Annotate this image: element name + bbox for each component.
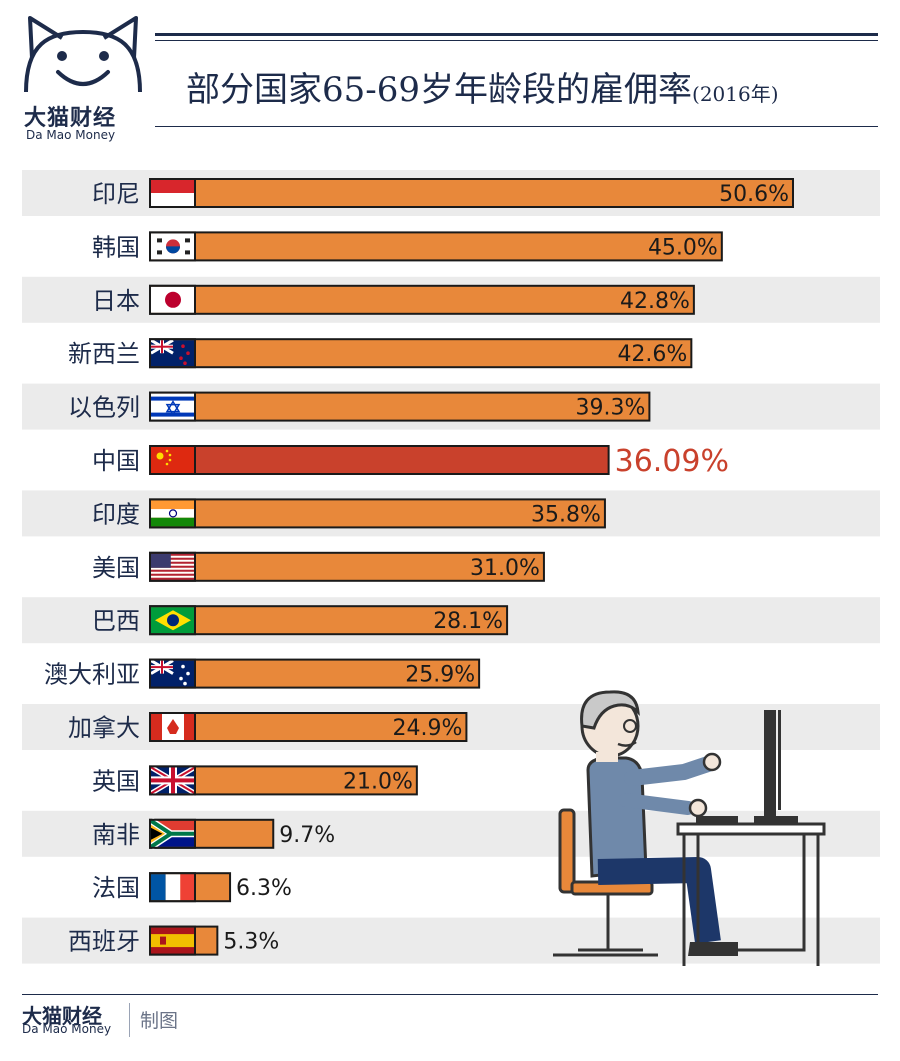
- chart-title-main: 部分国家65-69岁年龄段的雇佣率: [186, 70, 693, 110]
- bar: [149, 445, 610, 475]
- flag-france-icon: [149, 872, 196, 903]
- header: 大猫财经 Da Mao Money 部分国家65-69岁年龄段的雇佣率(2016…: [0, 0, 900, 150]
- value-label: 45.0%: [648, 235, 718, 260]
- flag-israel-icon: [149, 391, 196, 422]
- cat-logo-icon: [24, 16, 142, 93]
- title-rule-top-thin: [155, 40, 878, 41]
- bar-row: 美国 31.0%: [92, 551, 545, 582]
- bar-row: 巴西 28.1%: [22, 597, 880, 644]
- value-label: 28.1%: [433, 609, 503, 634]
- value-label: 9.7%: [279, 823, 335, 848]
- chart-subtitle: (2016年): [692, 82, 779, 106]
- bar: [149, 605, 509, 636]
- value-label: 50.6%: [719, 182, 789, 207]
- value-label: 35.8%: [531, 502, 601, 527]
- category-label: 法国: [92, 874, 140, 902]
- footer-rule: [22, 994, 878, 995]
- flag-spain-icon: [149, 925, 196, 956]
- footer-brand-cn: 大猫财经: [22, 1004, 102, 1028]
- flag-india-icon: [149, 498, 196, 529]
- bar-row: 日本 42.8%: [22, 276, 880, 323]
- brand-name-en: Da Mao Money: [26, 128, 116, 142]
- bar: [149, 338, 693, 369]
- value-label: 42.8%: [620, 289, 690, 314]
- value-label: 31.0%: [470, 556, 540, 581]
- bar-row: 英国 21.0%: [92, 765, 418, 796]
- category-label: 中国: [92, 447, 140, 475]
- bar-row: 印尼 50.6%: [22, 170, 880, 216]
- category-label: 澳大利亚: [44, 661, 140, 689]
- footer-note: 制图: [140, 1010, 179, 1032]
- bar-row: 法国 6.3%: [92, 872, 292, 903]
- elderly-worker-illustration: [553, 690, 826, 966]
- value-label: 36.09%: [615, 444, 729, 479]
- category-label: 日本: [92, 287, 140, 315]
- category-label: 南非: [92, 821, 140, 849]
- title-rule-top: [155, 33, 878, 36]
- category-label: 印尼: [92, 180, 140, 208]
- chart-title: 部分国家65-69岁年龄段的雇佣率(2016年): [186, 62, 779, 111]
- flag-korea-icon: [149, 231, 196, 262]
- bar-row: 中国 36.09%: [92, 444, 729, 479]
- flag-new-zealand-icon: [149, 338, 196, 369]
- bar-row: 澳大利亚 25.9%: [44, 658, 481, 689]
- category-label: 加拿大: [68, 714, 140, 742]
- footer-brand-en: Da Mao Money: [22, 1022, 112, 1036]
- bar-chart: 印尼 50.6% 韩国 45.0% 日本 42.8% 新西兰 42.6% 以色列 39.3% 中国 3…: [22, 170, 880, 964]
- category-label: 美国: [92, 554, 140, 582]
- bar: [149, 231, 723, 262]
- category-label: 韩国: [92, 233, 140, 261]
- category-label: 西班牙: [68, 928, 140, 956]
- flag-indonesia-icon: [149, 178, 196, 208]
- bar: [149, 284, 695, 315]
- value-label: 5.3%: [223, 930, 279, 955]
- bar: [149, 178, 794, 208]
- category-label: 英国: [92, 767, 140, 795]
- flag-usa-icon: [149, 551, 196, 582]
- value-label: 42.6%: [617, 342, 687, 367]
- bar-row: 印度 35.8%: [22, 490, 880, 537]
- flag-canada-icon: [149, 712, 196, 742]
- category-label: 以色列: [68, 394, 140, 422]
- title-rule-bottom: [155, 126, 878, 127]
- value-label: 39.3%: [576, 396, 646, 421]
- bar: [149, 391, 651, 422]
- bar-row: 韩国 45.0%: [92, 231, 723, 262]
- category-label: 巴西: [92, 607, 140, 635]
- flag-south-africa-icon: [149, 817, 196, 850]
- flag-japan-icon: [149, 284, 196, 315]
- category-label: 印度: [92, 500, 140, 528]
- bar-row: 新西兰 42.6%: [68, 338, 693, 369]
- flag-uk-icon: [149, 765, 197, 796]
- bar-row: 以色列 39.3%: [22, 383, 880, 430]
- flag-australia-icon: [149, 658, 196, 689]
- footer-divider: [129, 1003, 130, 1037]
- value-label: 25.9%: [405, 663, 475, 688]
- bar: [149, 498, 606, 529]
- bar-row: 加拿大 24.9%: [22, 704, 880, 750]
- value-label: 6.3%: [236, 876, 292, 901]
- brand-name-cn: 大猫财经: [24, 106, 117, 131]
- flag-brazil-icon: [149, 605, 196, 636]
- value-label: 24.9%: [393, 716, 463, 741]
- value-label: 21.0%: [343, 769, 413, 794]
- flag-china-icon: [149, 445, 196, 475]
- category-label: 新西兰: [68, 340, 140, 368]
